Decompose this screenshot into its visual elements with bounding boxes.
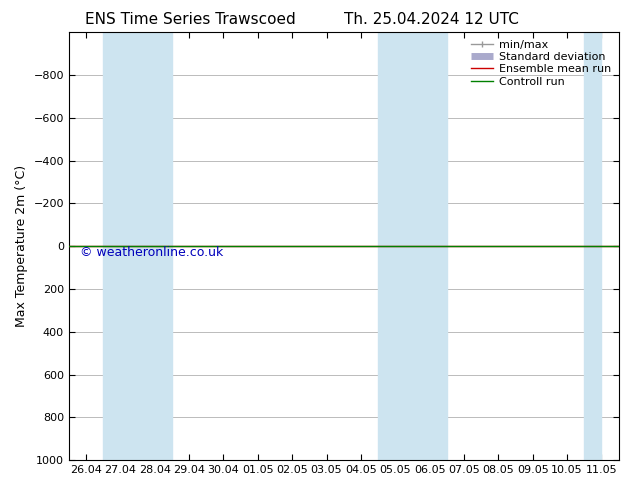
Bar <box>103 32 172 460</box>
Bar <box>584 32 602 460</box>
Bar <box>378 32 447 460</box>
Text: © weatheronline.co.uk: © weatheronline.co.uk <box>80 246 223 259</box>
Legend: min/max, Standard deviation, Ensemble mean run, Controll run: min/max, Standard deviation, Ensemble me… <box>469 38 613 89</box>
Text: Th. 25.04.2024 12 UTC: Th. 25.04.2024 12 UTC <box>344 12 519 27</box>
Text: ENS Time Series Trawscoed: ENS Time Series Trawscoed <box>85 12 295 27</box>
Y-axis label: Max Temperature 2m (°C): Max Temperature 2m (°C) <box>15 165 28 327</box>
